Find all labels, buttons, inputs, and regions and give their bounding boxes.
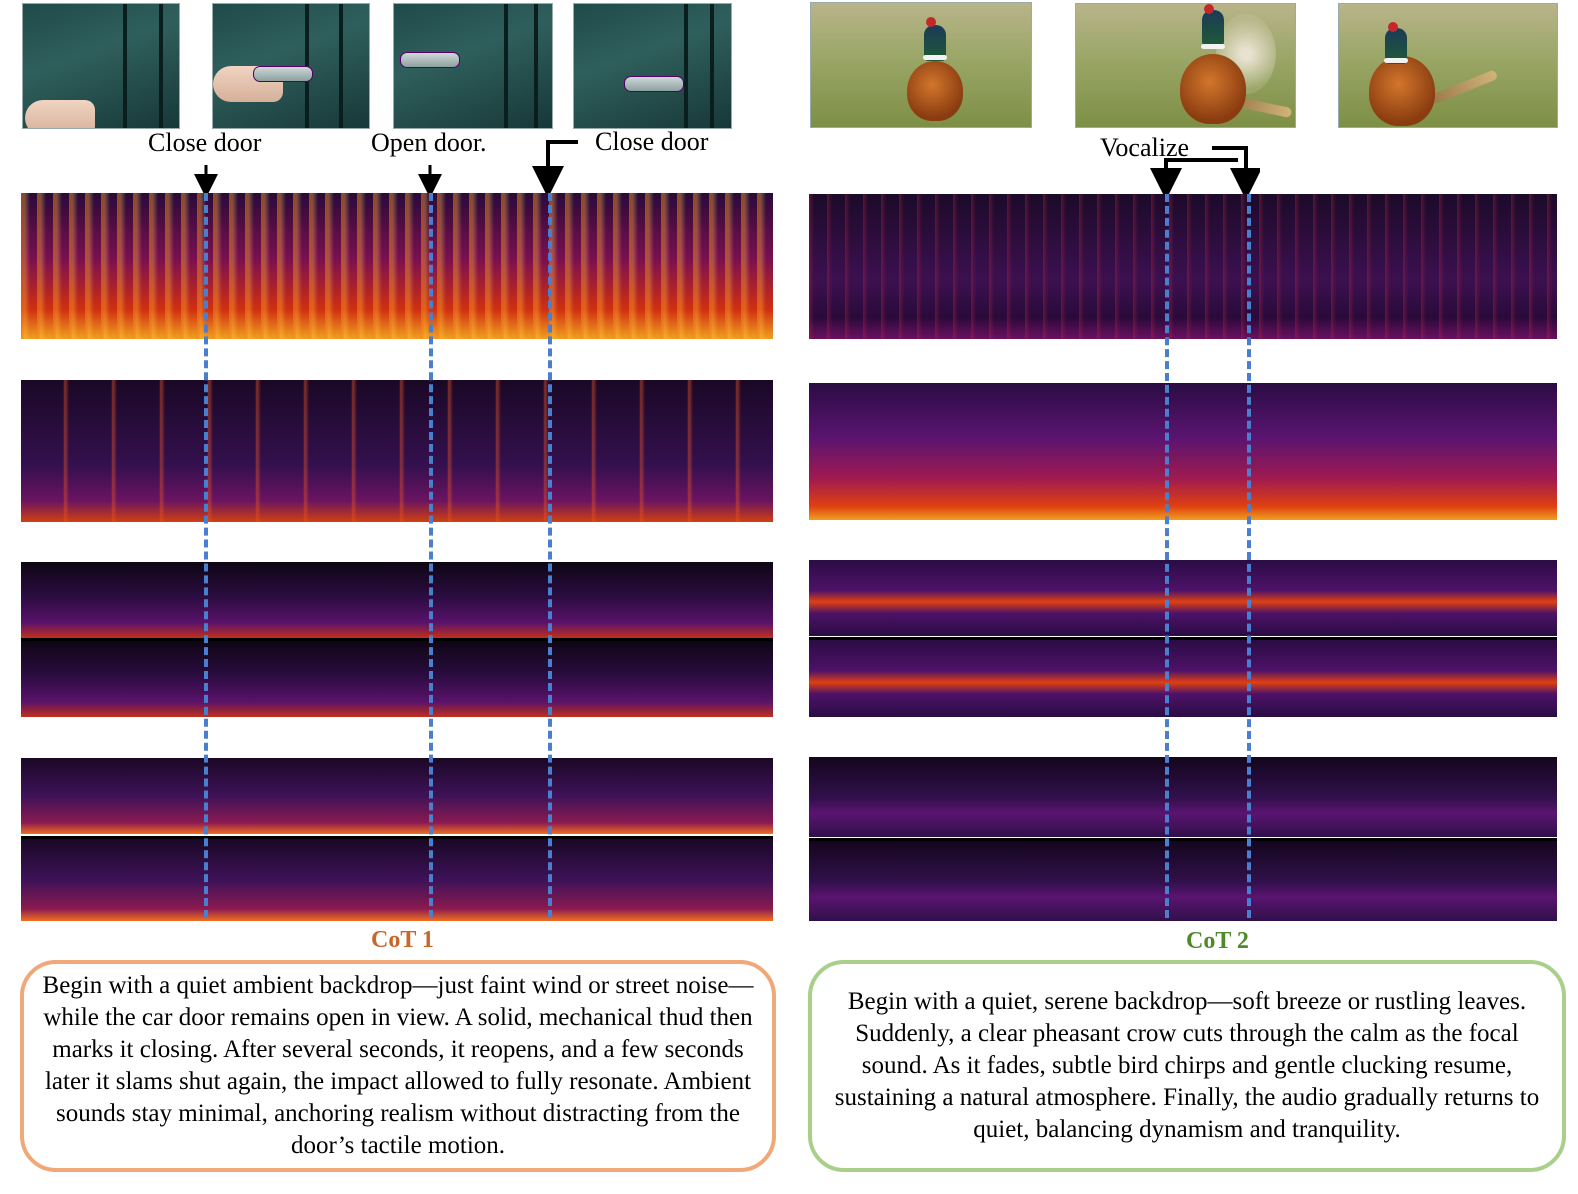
- spectrogram-left-2: [21, 380, 773, 522]
- label-close-door-1: Close door: [148, 128, 262, 157]
- cot-1-description: Begin with a quiet ambient backdrop—just…: [20, 960, 776, 1172]
- label-close-door-2: Close door: [595, 127, 709, 156]
- cot-1-title: CoT 1: [371, 927, 434, 953]
- pheasant-frame-1: [810, 2, 1032, 128]
- spectrogram-left-1: [21, 193, 773, 339]
- spectrogram-left-3b: [21, 638, 773, 717]
- car-door-frame-1: [22, 3, 180, 129]
- car-door-frame-3: [393, 3, 553, 129]
- cot-2-description: Begin with a quiet, serene backdrop—soft…: [808, 960, 1566, 1172]
- event-arrows-right: [1150, 146, 1260, 200]
- cot-2-title: CoT 2: [1186, 928, 1249, 954]
- event-line-open: [429, 193, 433, 918]
- pheasant-frame-3: [1338, 3, 1558, 128]
- spectrogram-left-4b: [21, 836, 773, 921]
- spectrogram-right-2: [809, 383, 1557, 520]
- label-vocalize: Vocalize: [1100, 133, 1190, 162]
- pheasant-frame-2: [1075, 3, 1296, 128]
- car-door-frame-2: [212, 3, 370, 129]
- label-open-door: Open door.: [371, 128, 487, 157]
- spectrogram-right-4b: [809, 838, 1557, 921]
- car-door-frame-4: [573, 3, 732, 129]
- spectrogram-right-3b: [809, 637, 1557, 717]
- spectrogram-left-3a: [21, 562, 773, 638]
- event-line-close-2: [548, 193, 552, 918]
- event-line-close-1: [204, 193, 208, 918]
- spectrogram-left-4a: [21, 758, 773, 834]
- event-line-vocalize-start: [1165, 194, 1169, 918]
- spectrogram-right-1: [809, 194, 1557, 339]
- event-arrows-left: [194, 140, 578, 198]
- event-line-vocalize-end: [1247, 194, 1251, 918]
- spectrogram-right-4a: [809, 757, 1557, 837]
- spectrogram-right-3a: [809, 560, 1557, 636]
